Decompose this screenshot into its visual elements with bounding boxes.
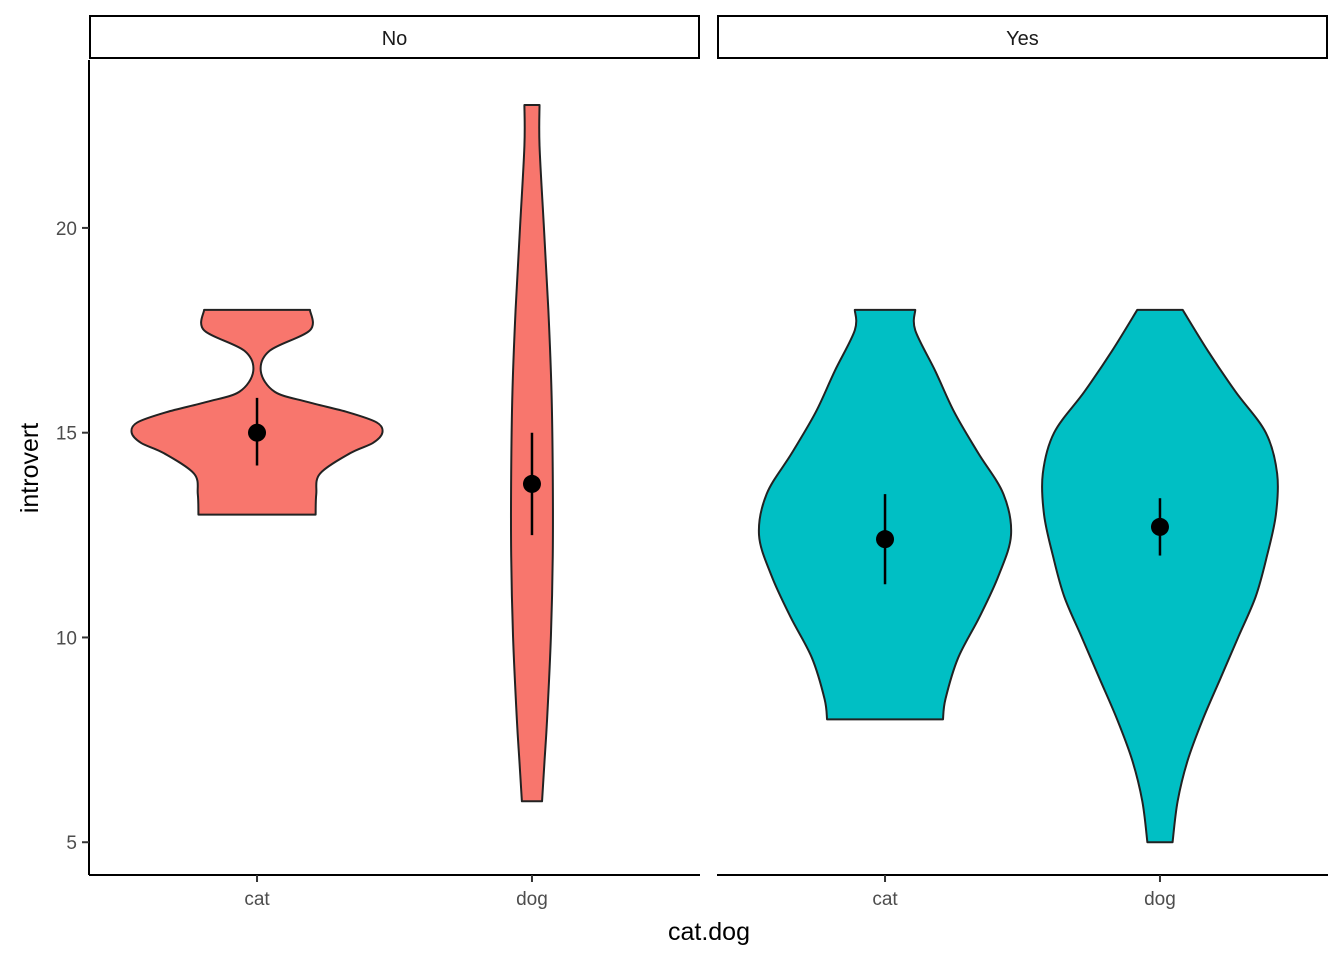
- x-tick-label-dog: dog: [516, 889, 548, 910]
- y-tick-label: 15: [56, 424, 77, 445]
- y-tick-label: 5: [66, 833, 77, 854]
- facet-yes: Yes cat dog: [717, 15, 1328, 910]
- mean-point-cat: [248, 423, 267, 442]
- strip-label-no: No: [382, 28, 408, 50]
- y-axis: 5 10 15 20: [56, 60, 90, 875]
- strip-box: [717, 15, 1328, 59]
- y-tick-label: 20: [56, 219, 77, 240]
- y-tick-label: 10: [56, 628, 77, 649]
- x-axis-title: cat.dog: [668, 918, 750, 946]
- facet-no: No cat dog: [89, 15, 700, 910]
- strip-box: [89, 15, 700, 59]
- strip-label-yes: Yes: [1006, 28, 1039, 50]
- y-axis-title: introvert: [16, 423, 44, 513]
- mean-point-dog: [1150, 517, 1169, 536]
- x-tick-label-cat: cat: [872, 889, 898, 910]
- x-tick-label-dog: dog: [1144, 889, 1176, 910]
- mean-point-dog: [522, 474, 541, 493]
- violin-yes-dog: [1041, 308, 1279, 844]
- mean-point-cat: [876, 530, 895, 549]
- facet-panels: No cat dog Yes cat dog: [89, 15, 1328, 910]
- x-tick-label-cat: cat: [244, 889, 270, 910]
